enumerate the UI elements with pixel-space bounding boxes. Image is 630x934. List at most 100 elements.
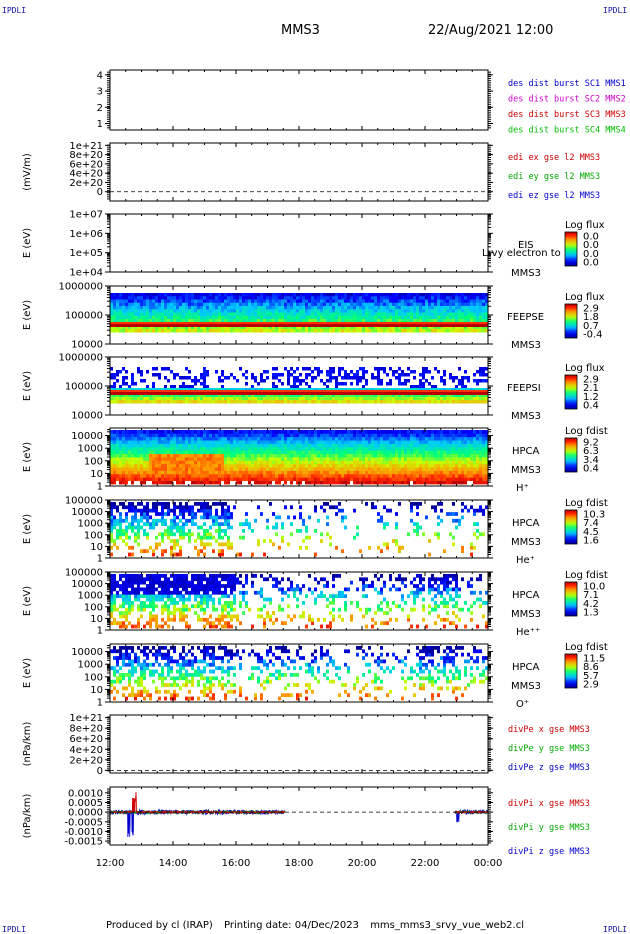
spectro-cell (251, 457, 254, 461)
spectro-cell (263, 470, 266, 475)
spectro-cell (263, 319, 266, 323)
spectro-cell (305, 480, 308, 485)
spectro-cell (458, 309, 461, 313)
spectro-cell (311, 328, 314, 333)
spectro-cell (254, 457, 257, 461)
spectro-cell (365, 446, 368, 451)
spectro-cell (419, 324, 422, 327)
spectro-cell (251, 293, 254, 297)
spectro-cell (230, 400, 233, 404)
spectro-cell (164, 480, 167, 485)
spectro-cell (338, 319, 341, 323)
spectro-cell (485, 394, 488, 398)
spectro-cell (413, 325, 416, 330)
spectro-cell (284, 309, 287, 313)
spectro-cell (272, 430, 275, 434)
spectro-cell (317, 433, 320, 438)
spectro-cell (437, 302, 440, 307)
spectro-cell (227, 392, 230, 395)
spectro-cell (134, 394, 137, 398)
spectro-cell (305, 324, 308, 327)
spectro-cell (347, 477, 350, 482)
spectro-cell (482, 397, 485, 401)
spectro-cell (227, 319, 230, 323)
spectro-cell (158, 328, 161, 333)
spectro-cell (227, 453, 230, 458)
spectro-cell (176, 457, 179, 461)
spectro-cell (263, 379, 266, 383)
spectro-cell (149, 328, 152, 333)
spectro-cell (350, 328, 353, 333)
spectro-cell (200, 325, 203, 330)
spectro-cell (290, 306, 293, 310)
spectro-cell (227, 315, 230, 320)
spectro-cell (188, 477, 191, 482)
spectro-cell (209, 315, 212, 320)
spectro-cell (356, 460, 359, 465)
spectro-cell (185, 319, 188, 323)
colorbar (564, 374, 578, 410)
spectro-cell (467, 379, 470, 383)
spectro-cell (131, 312, 134, 317)
spectro-cell (476, 296, 479, 300)
spectro-cell (227, 440, 230, 444)
spectro-cell (398, 319, 401, 323)
spectro-cell (446, 306, 449, 310)
spectro-cell (404, 325, 407, 330)
spectro-cell (179, 322, 182, 324)
spectro-cell (116, 430, 119, 434)
spectro-cell (206, 440, 209, 444)
spectro-cell (323, 463, 326, 468)
spectro-cell (482, 379, 485, 383)
spectro-cell (251, 296, 254, 300)
spectro-cell (476, 370, 479, 374)
spectro-cell (452, 299, 455, 304)
spectro-cell (164, 296, 167, 300)
spectro-cell (335, 394, 338, 398)
spectro-cell (146, 296, 149, 300)
spectro-cell (146, 299, 149, 304)
spectro-cell (308, 392, 311, 395)
spectro-cell (245, 453, 248, 458)
spectro-cell (344, 430, 347, 434)
spectro-cell (329, 463, 332, 468)
spectro-cell (248, 473, 251, 478)
spectro-cell (110, 315, 113, 320)
spectro-cell (443, 299, 446, 304)
spectro-cell (371, 430, 374, 434)
spectro-cell (416, 390, 419, 392)
spectro-cell (395, 299, 398, 304)
spectro-cell (125, 392, 128, 395)
spectro-cell (272, 436, 275, 441)
spectro-cell (269, 306, 272, 310)
spectro-cell (347, 397, 350, 401)
spectro-cell (206, 299, 209, 304)
spectro-cell (209, 322, 212, 324)
spectro-cell (164, 450, 167, 455)
spectro-cell (194, 394, 197, 398)
spectro-cell (428, 293, 431, 297)
spectro-cell (134, 293, 137, 297)
spectro-cell (287, 376, 290, 380)
spectro-cell (131, 443, 134, 448)
spectro-cell (368, 392, 371, 395)
spectro-cell (284, 312, 287, 317)
spectro-cell (176, 453, 179, 458)
spectro-cell (449, 312, 452, 317)
spectro-cell (179, 440, 182, 444)
spectro-cell (464, 392, 467, 395)
spectro-cell (269, 388, 272, 392)
spectro-cell (302, 306, 305, 310)
spectro-cell (383, 324, 386, 327)
spectro-cell (194, 436, 197, 441)
spectro-cell (260, 388, 263, 392)
spectro-cell (122, 302, 125, 307)
spectro-cell (326, 319, 329, 323)
spectro-cell (179, 299, 182, 304)
spectro-cell (419, 299, 422, 304)
spectro-cell (326, 388, 329, 392)
spectro-cell (131, 299, 134, 304)
spectro-cell (128, 324, 131, 327)
spectro-cell (368, 390, 371, 392)
spectro-cell (221, 436, 224, 441)
